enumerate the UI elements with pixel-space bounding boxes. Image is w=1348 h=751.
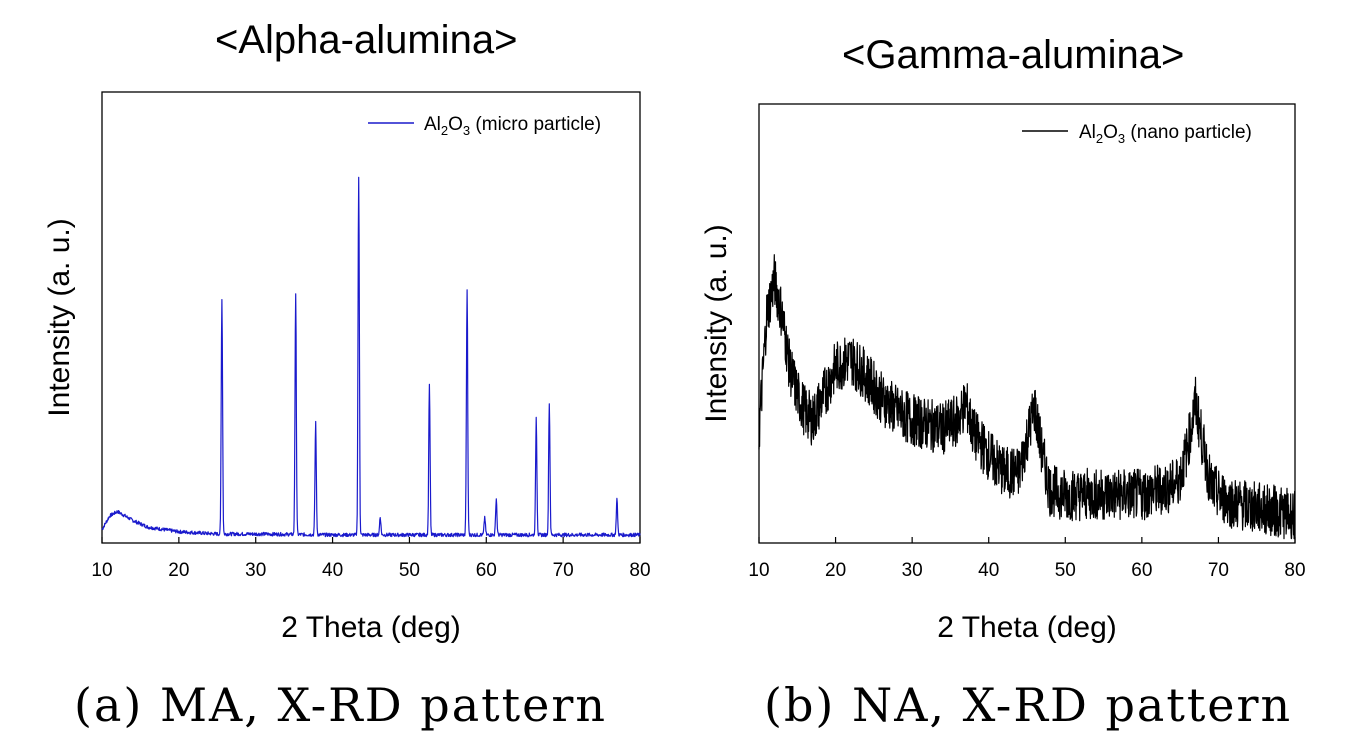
chart-title: <Alpha-alumina> [215, 18, 518, 62]
x-tick-label: 60 [476, 560, 497, 581]
x-tick-label: 60 [1131, 560, 1152, 581]
y-axis-label: Intensity (a. u.) [700, 224, 733, 422]
plot-frame [101, 91, 641, 544]
x-axis-label: 2 Theta (deg) [937, 611, 1117, 644]
x-tick-label: 50 [399, 560, 420, 581]
legend: Al2O3 (micro particle) [368, 114, 601, 138]
plot-frame [758, 103, 1296, 544]
x-tick-label: 10 [91, 560, 112, 581]
x-tick-label: 40 [978, 560, 999, 581]
series-line [101, 176, 641, 538]
legend: Al2O3 (nano particle) [1022, 122, 1252, 146]
chart-panel-gamma: <Gamma-alumina> 10 20 30 40 50 60 70 80 2 Theta … [674, 0, 1348, 751]
x-tick-label: 80 [629, 560, 650, 581]
x-tick-label: 20 [825, 560, 846, 581]
xrd-chart-gamma: 10 20 30 40 50 60 70 80 2 Theta (deg) Intensity (… [700, 103, 1306, 644]
x-tick-label: 20 [168, 560, 189, 581]
x-tick-label: 80 [1284, 560, 1305, 581]
x-tick-label: 40 [322, 560, 343, 581]
chart-panel-alpha: <Alpha-alumina> 10 20 30 40 50 60 70 80 2 Theta … [43, 18, 651, 732]
x-tick-label: 30 [902, 560, 923, 581]
legend-label: Al2O3 (micro particle) [424, 114, 601, 138]
figure-caption: (a) MA, X-RD pattern [74, 678, 607, 732]
x-axis-label: 2 Theta (deg) [281, 611, 461, 644]
figure-caption: (b) NA, X-RD pattern [764, 678, 1293, 732]
y-axis-label: Intensity (a. u.) [43, 218, 76, 416]
x-tick-label: 50 [1055, 560, 1076, 581]
chart-title: <Gamma-alumina> [842, 33, 1185, 77]
x-tick-label: 70 [553, 560, 574, 581]
xrd-chart-alpha: 10 20 30 40 50 60 70 80 2 Theta (deg) Intensity (… [43, 91, 651, 644]
x-tick-label: 30 [245, 560, 266, 581]
legend-label: Al2O3 (nano particle) [1079, 122, 1252, 146]
x-tick-label: 10 [748, 560, 769, 581]
series-line [758, 254, 1296, 540]
x-tick-label: 70 [1208, 560, 1229, 581]
